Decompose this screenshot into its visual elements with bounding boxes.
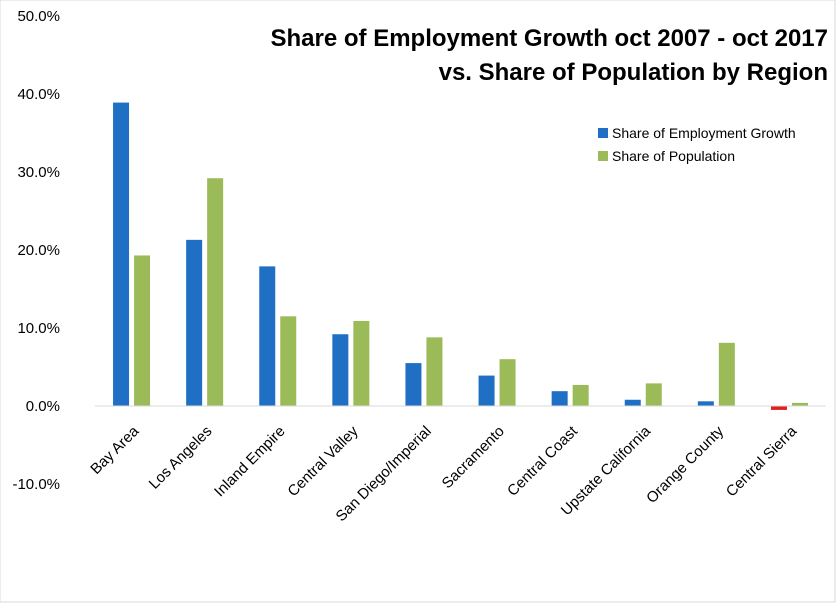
- y-tick-label: 20.0%: [17, 242, 60, 259]
- legend: Share of Employment Growth Share of Popu…: [598, 125, 796, 164]
- bar-population: [572, 384, 589, 406]
- bar-population: [426, 337, 443, 406]
- legend-label-population: Share of Population: [612, 148, 735, 164]
- bar-employment-growth: [770, 406, 787, 410]
- bar-population: [134, 255, 151, 406]
- y-tick-label: 50.0%: [17, 8, 60, 25]
- y-tick-label: 40.0%: [17, 86, 60, 103]
- bar-employment-growth: [624, 399, 641, 406]
- y-tick-label: 30.0%: [17, 164, 60, 181]
- bar-population: [353, 320, 370, 406]
- bar-population: [499, 359, 516, 406]
- bars-group: [113, 102, 808, 410]
- bar-employment-growth: [332, 334, 349, 406]
- bar-employment-growth: [478, 375, 495, 406]
- legend-swatch-population: [598, 151, 608, 161]
- bar-population: [718, 342, 735, 406]
- bar-population: [207, 178, 224, 406]
- y-tick-label: -10.0%: [12, 476, 60, 493]
- bar-employment-growth: [697, 401, 714, 406]
- legend-label-employment: Share of Employment Growth: [612, 125, 796, 141]
- chart-title-line-1: Share of Employment Growth oct 2007 - oc…: [271, 25, 828, 52]
- bar-employment-growth: [405, 363, 422, 406]
- bar-employment-growth: [113, 102, 130, 406]
- bar-employment-growth: [186, 239, 203, 406]
- bar-population: [280, 316, 297, 406]
- legend-swatch-employment: [598, 128, 608, 138]
- y-axis: -10.0% 0.0% 10.0% 20.0% 30.0% 40.0% 50.0%: [12, 8, 60, 493]
- y-tick-label: 10.0%: [17, 320, 60, 337]
- bar-population: [791, 402, 808, 406]
- chart-title-line-2: vs. Share of Population by Region: [439, 59, 828, 86]
- bar-population: [645, 383, 662, 406]
- bar-employment-growth: [259, 266, 276, 406]
- bar-employment-growth: [551, 391, 568, 406]
- y-tick-label: 0.0%: [26, 398, 60, 415]
